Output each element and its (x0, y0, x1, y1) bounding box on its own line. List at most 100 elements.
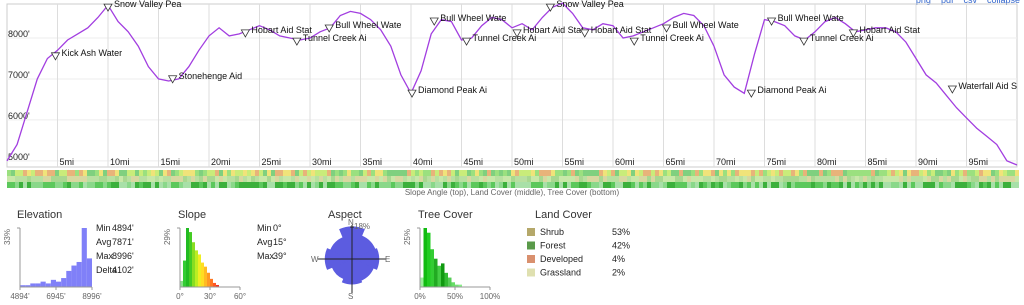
cover-strip-cell (799, 176, 803, 182)
cover-strip-cell (763, 176, 767, 182)
x-tick-label: 40mi (413, 157, 433, 167)
histogram-bar (81, 228, 87, 287)
cover-strip-cell (363, 182, 367, 188)
cover-strip-cell (75, 182, 79, 188)
x-tick-label: 70mi (716, 157, 736, 167)
waypoint-marker (746, 89, 757, 98)
cover-strip-cell (863, 170, 867, 176)
cover-strip-cell (991, 182, 995, 188)
cover-strip-cell (895, 182, 899, 188)
cover-strip-cell (867, 170, 871, 176)
cover-strip-cell (475, 182, 479, 188)
cover-strip-cell (639, 182, 643, 188)
cover-strip-cell (807, 176, 811, 182)
cover-strip-cell (715, 176, 719, 182)
cover-strip-cell (175, 176, 179, 182)
cover-strip-cell (171, 182, 175, 188)
cover-strip-cell (327, 170, 331, 176)
cover-strip-cell (771, 170, 775, 176)
cover-strip-cell (747, 176, 751, 182)
cover-strip-cell (47, 170, 51, 176)
cover-strip-cell (791, 170, 795, 176)
cover-strip-cell (515, 170, 519, 176)
cover-strip-cell (995, 170, 999, 176)
cover-strip-cell (499, 170, 503, 176)
x-tick-label: 60° (234, 292, 246, 301)
export-link[interactable]: pdf (941, 0, 954, 5)
cover-strip-cell (759, 170, 763, 176)
cover-strip-cell (23, 170, 27, 176)
waypoint-label: Tunnel Creek Ai (303, 33, 367, 43)
cover-strip-cell (475, 170, 479, 176)
cover-strip-cell (31, 182, 35, 188)
cover-strip-cell (443, 182, 447, 188)
export-link[interactable]: csv (963, 0, 977, 5)
cover-strip-cell (31, 176, 35, 182)
stat-value: 0° (273, 223, 282, 233)
cover-strip-cell (507, 182, 511, 188)
cover-strip-cell (783, 176, 787, 182)
stat-label: Avg (96, 237, 111, 247)
x-tick-label: 6945' (46, 292, 66, 301)
cover-strip-cell (779, 170, 783, 176)
cover-strip-cell (131, 170, 135, 176)
cover-strip-cell (219, 182, 223, 188)
stat-value: 4102' (112, 265, 134, 275)
cover-strip-cell (579, 182, 583, 188)
cover-strip-cell (559, 170, 563, 176)
export-link[interactable]: png (916, 0, 931, 5)
histogram-bar (455, 284, 459, 287)
cover-strip-cell (267, 182, 271, 188)
cover-strip-cell (303, 176, 307, 182)
cover-strip-cell (223, 170, 227, 176)
cover-strip-cell (443, 176, 447, 182)
waypoint-marker (429, 17, 439, 26)
cover-strip-cell (451, 170, 455, 176)
cover-strip-cell (767, 182, 771, 188)
export-link[interactable]: collapse (987, 0, 1020, 5)
cover-strip-cell (995, 176, 999, 182)
cover-strip-cell (215, 170, 219, 176)
cover-strip-cell (231, 170, 235, 176)
cover-strip-cell (487, 176, 491, 182)
cover-strip-cell (631, 170, 635, 176)
cover-strip-cell (435, 182, 439, 188)
cover-strip-cell (627, 182, 631, 188)
cover-strip-cell (835, 182, 839, 188)
cover-strip-cell (799, 182, 803, 188)
strip-caption: Slope Angle (top), Land Cover (middle), … (405, 188, 620, 197)
cover-strip-cell (667, 170, 671, 176)
cover-strip-cell (595, 170, 599, 176)
cover-strip-cell (299, 182, 303, 188)
cover-strip-cell (723, 182, 727, 188)
cover-strip-cell (843, 170, 847, 176)
cover-strip-cell (995, 182, 999, 188)
waypoint-label: Hobart Aid Stat (591, 25, 652, 35)
cover-strip-cell (239, 176, 243, 182)
waypoint-label: Kick Ash Water (61, 48, 122, 58)
cover-strip-cell (195, 182, 199, 188)
cover-strip-cell (947, 182, 951, 188)
cover-strip-cell (751, 176, 755, 182)
cover-strip-cell (939, 182, 943, 188)
cover-strip-cell (687, 182, 691, 188)
cover-strip-cell (731, 170, 735, 176)
cover-strip-cell (163, 182, 167, 188)
cover-strip-cell (11, 170, 15, 176)
cover-strip-cell (791, 182, 795, 188)
cover-strip-cell (859, 182, 863, 188)
cover-strip-cell (1011, 176, 1015, 182)
cover-strip-cell (723, 176, 727, 182)
x-tick-label: 30mi (312, 157, 332, 167)
cover-strip-cell (639, 170, 643, 176)
cover-strip-cell (675, 170, 679, 176)
cover-strip-cell (111, 182, 115, 188)
cover-strip-cell (635, 182, 639, 188)
cover-strip-cell (907, 182, 911, 188)
cover-strip-cell (591, 182, 595, 188)
cover-strip-cell (859, 176, 863, 182)
cover-strip-cell (135, 170, 139, 176)
cover-strip-cell (831, 182, 835, 188)
waypoint-marker (848, 29, 859, 38)
cover-strip-cell (51, 176, 55, 182)
